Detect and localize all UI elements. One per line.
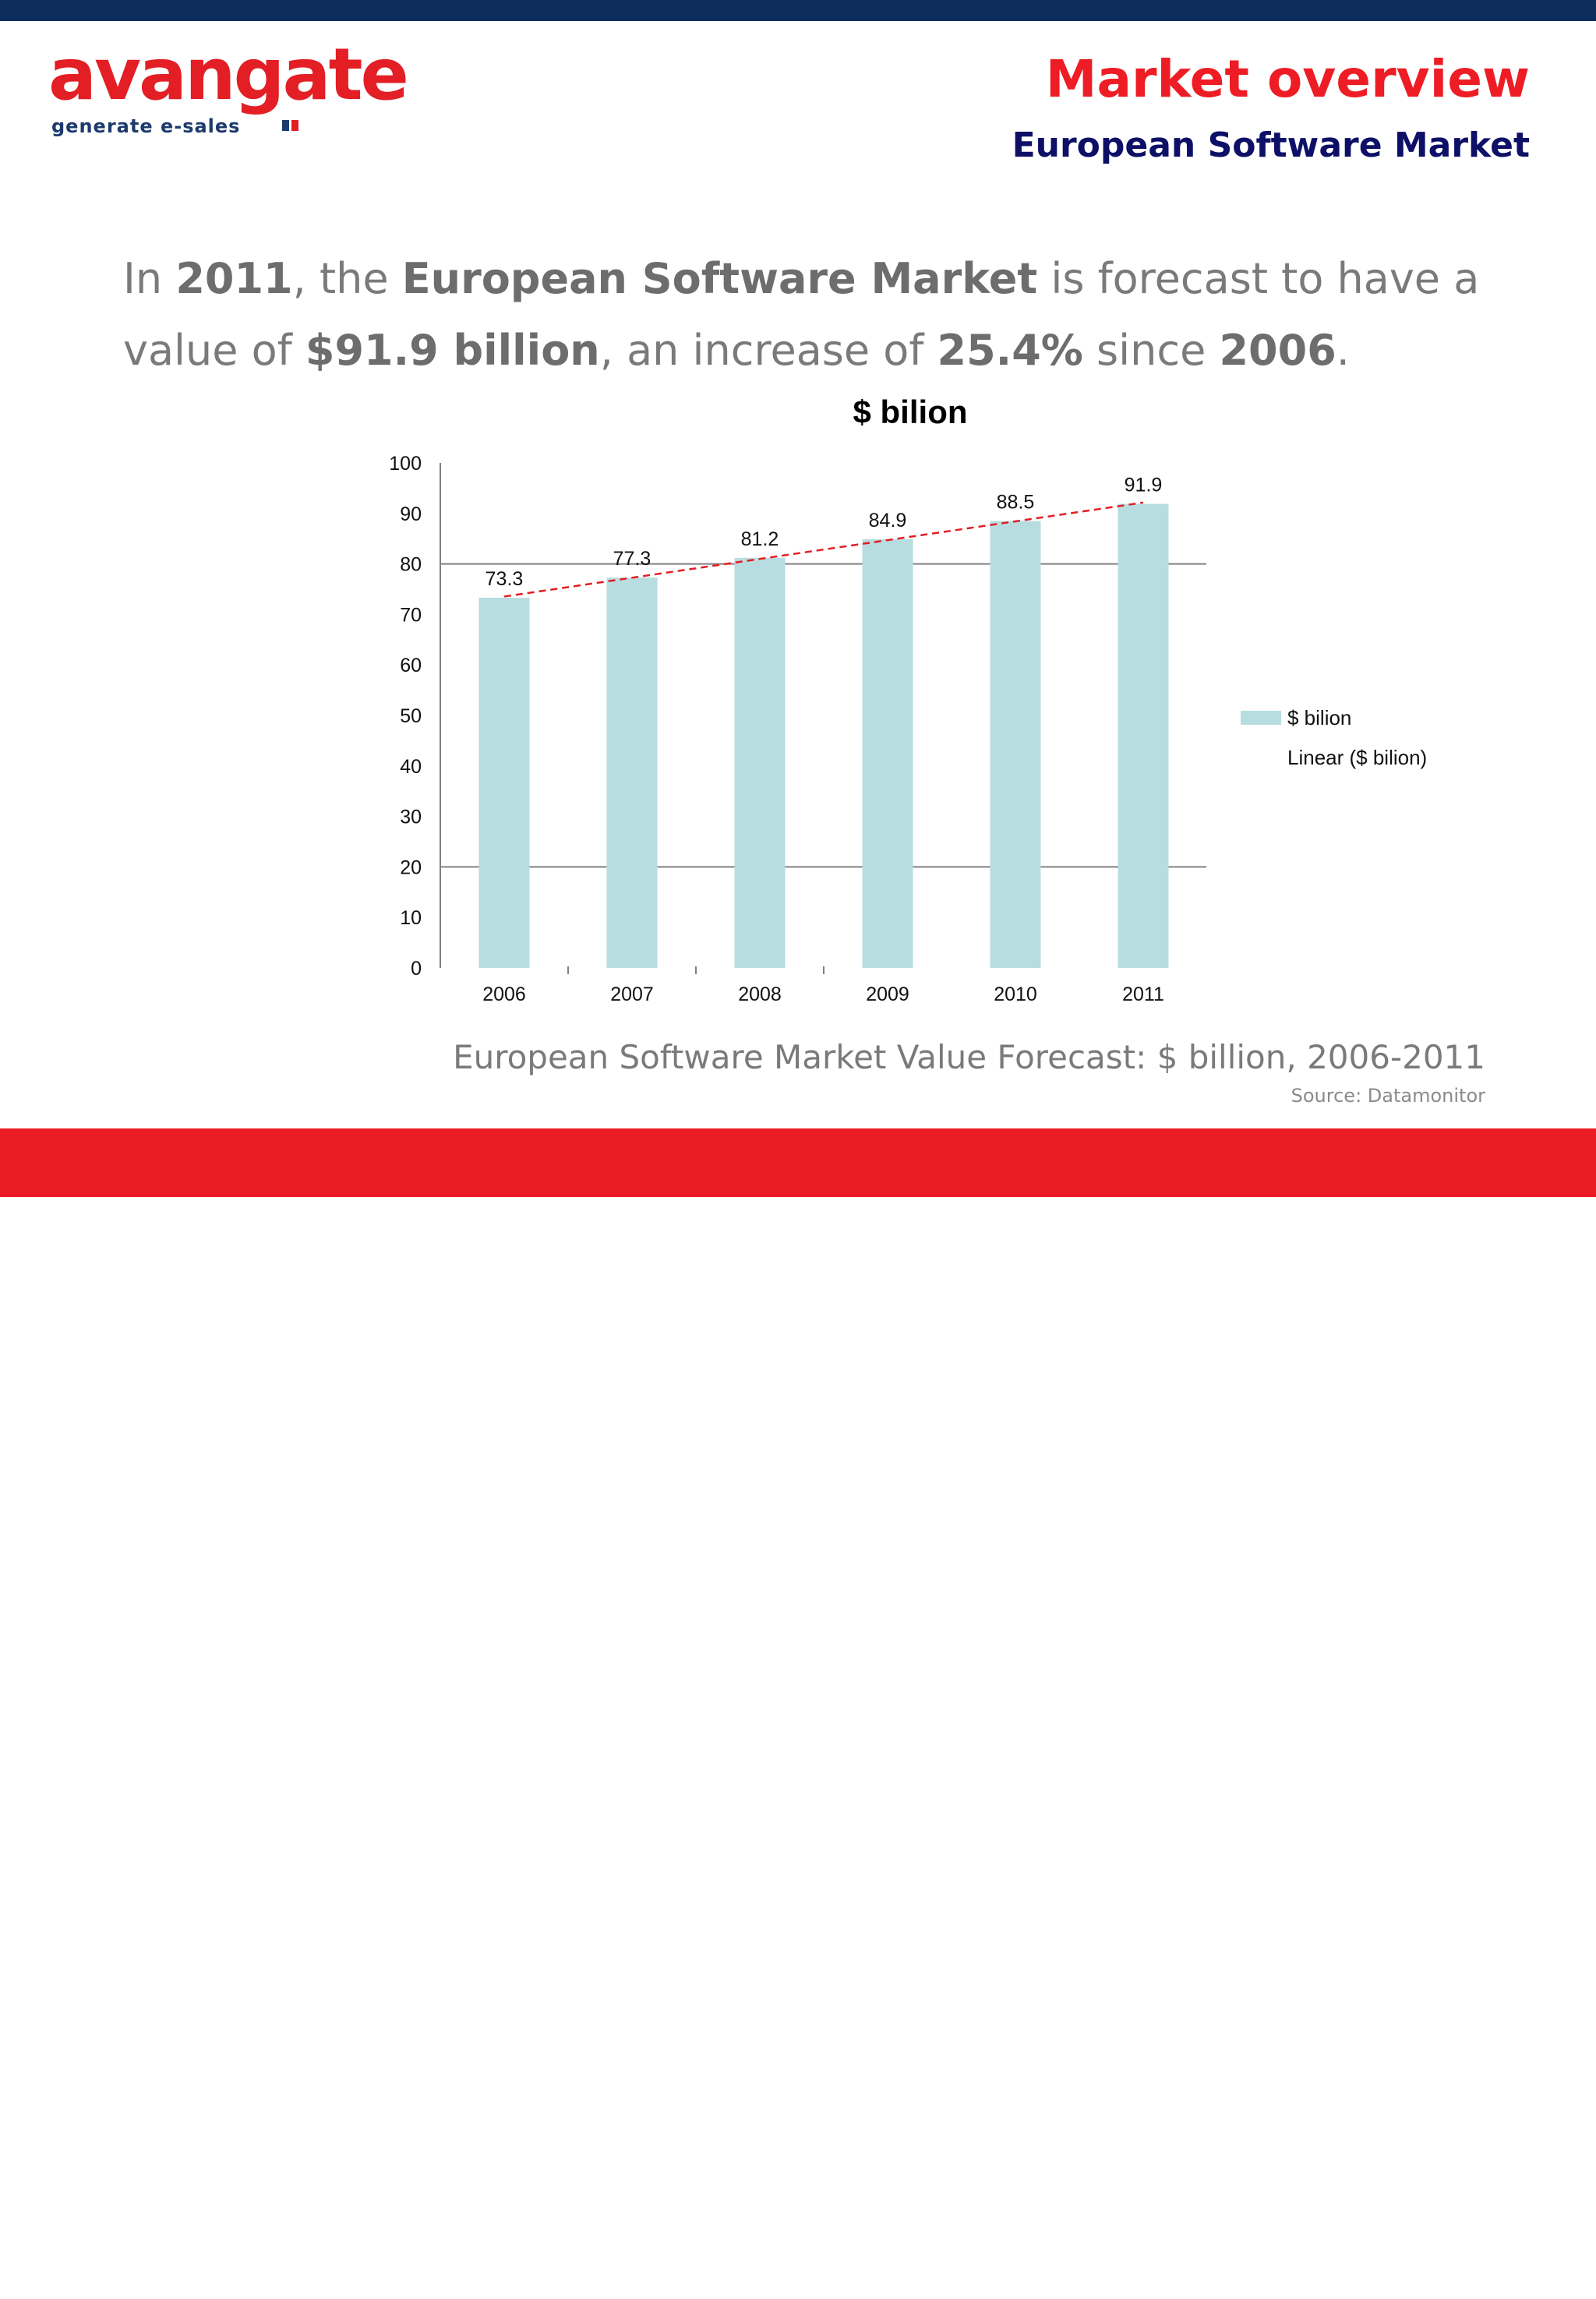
top-bar (0, 0, 1596, 21)
data-label: 88.5 (997, 492, 1035, 514)
lead-text: is forecast to have a value of (123, 254, 1480, 375)
page-subtitle: European Software Market (1012, 125, 1530, 165)
data-label: 77.3 (613, 548, 651, 570)
lead-text: . (1336, 326, 1350, 375)
y-tick-label: 90 (400, 503, 422, 525)
lead-text: since (1082, 326, 1220, 375)
bar (862, 539, 913, 968)
y-tick-label: 20 (400, 856, 422, 878)
y-tick-label: 0 (411, 958, 422, 980)
legend-label-trendline: Linear ($ bilion) (1287, 746, 1427, 769)
bar-chart: $ bilion 0 10 20 30 40 50 60 70 80 90 100 2006 2007 2… (389, 394, 1427, 1005)
lead-text: , an increase of (599, 326, 937, 375)
y-tick-label: 80 (400, 554, 422, 576)
lead-text: In (123, 254, 176, 303)
lead-paragraph: In 2011, the European Software Market is… (123, 243, 1526, 387)
bottom-bar: www.avangate.com (0, 1128, 1596, 2299)
bar (990, 521, 1041, 968)
data-label: 91.9 (1125, 474, 1163, 496)
bar (734, 557, 786, 968)
data-label: 84.9 (869, 510, 907, 531)
legend-label-bars: $ bilion (1287, 706, 1351, 729)
page-title: Market overview (1045, 49, 1530, 109)
logo-tagline: generate e-sales (51, 115, 241, 137)
legend-swatch-bars (1241, 711, 1281, 725)
data-label: 81.2 (741, 528, 779, 550)
data-label: 73.3 (486, 568, 524, 590)
lead-year-2006: 2006 (1219, 326, 1336, 375)
x-tick-label: 2011 (1122, 984, 1164, 1005)
x-tick-label: 2006 (482, 984, 526, 1005)
bar (606, 577, 658, 968)
chart-caption: European Software Market Value Forecast:… (453, 1038, 1485, 1076)
bar (478, 598, 530, 968)
x-tick-label: 2009 (866, 984, 909, 1005)
avangate-logo: avangate generate e-sales (48, 39, 485, 143)
lead-value: $91.9 billion (305, 326, 600, 375)
x-tick-label: 2007 (610, 984, 654, 1005)
lead-year-2011: 2011 (175, 254, 293, 303)
y-tick-label: 10 (400, 907, 422, 929)
y-tick-label: 60 (400, 655, 422, 676)
trendline (503, 501, 1144, 598)
x-tick-label: 2010 (994, 984, 1037, 1005)
y-tick-label: 50 (400, 705, 422, 727)
lead-text: , the (292, 254, 402, 303)
y-tick-label: 40 (400, 756, 422, 778)
footer-url[interactable]: www.avangate.com (1227, 2265, 1566, 2299)
x-tick-label: 2008 (738, 984, 782, 1005)
logo-squares-icon (282, 120, 301, 135)
lead-percent: 25.4% (937, 326, 1083, 375)
chart-source: Source: Datamonitor (1291, 1085, 1485, 1107)
y-tick-label: 30 (400, 807, 422, 828)
bar (1118, 503, 1169, 968)
y-tick-label: 70 (400, 604, 422, 626)
lead-market: European Software Market (401, 254, 1038, 303)
y-tick-label: 100 (389, 453, 422, 475)
logo-wordmark: avangate (48, 33, 409, 116)
chart-title: $ bilion (853, 394, 968, 430)
